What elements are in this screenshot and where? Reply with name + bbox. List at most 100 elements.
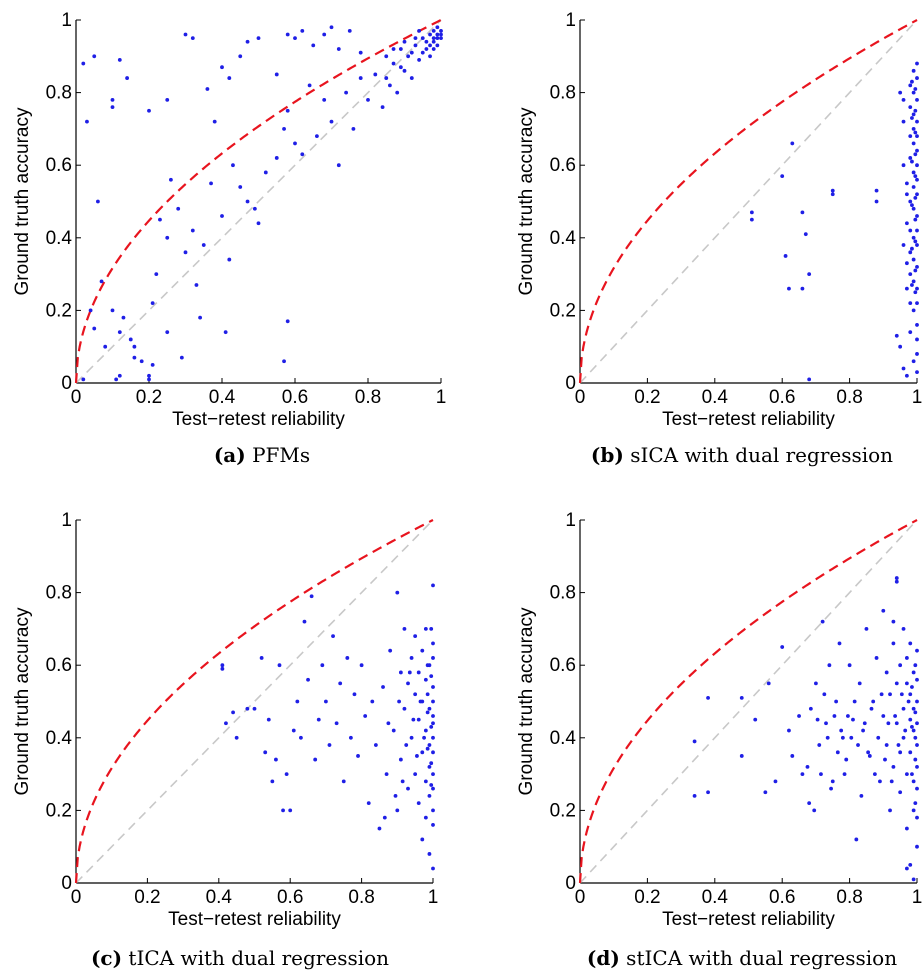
data-point [147, 377, 151, 382]
data-point [842, 772, 847, 776]
data-point [344, 90, 348, 95]
data-point [915, 648, 919, 653]
data-point [348, 735, 353, 740]
data-point [125, 76, 129, 80]
data-point [862, 721, 867, 726]
data-point [915, 61, 919, 66]
data-point [274, 156, 279, 160]
data-point [351, 126, 356, 131]
data-point [352, 692, 357, 697]
data-point [901, 735, 906, 740]
y-tick-label: 0.4 [46, 728, 73, 749]
data-point [915, 163, 919, 168]
data-point [915, 286, 919, 291]
data-point [381, 685, 385, 689]
data-point [169, 177, 173, 182]
data-point [859, 793, 864, 798]
data-point [904, 261, 909, 266]
data-point [805, 764, 810, 769]
data-point [231, 710, 235, 715]
data-point [439, 28, 443, 33]
scatter-series [692, 576, 919, 882]
data-point [822, 692, 827, 697]
data-point [295, 699, 300, 704]
data-point [835, 750, 840, 755]
data-point [393, 793, 398, 798]
data-point [706, 695, 710, 700]
x-axis-label: Test−retest reliability [168, 909, 341, 930]
data-point [395, 808, 400, 813]
data-point [307, 83, 312, 88]
data-point [429, 674, 434, 678]
data-point [780, 645, 785, 649]
data-point [423, 728, 428, 733]
data-point [807, 377, 812, 382]
data-point [88, 308, 93, 313]
panel-caption: (b) sICA with dual regression [591, 443, 893, 467]
data-point [856, 743, 860, 747]
data-point [889, 779, 894, 784]
data-point [252, 206, 257, 211]
data-point [904, 286, 909, 291]
data-point [423, 815, 428, 820]
data-point [911, 170, 916, 175]
data-point [398, 757, 403, 762]
data-point [824, 721, 828, 726]
data-point [439, 32, 443, 37]
data-point [876, 735, 881, 740]
data-point [281, 808, 285, 813]
data-point [212, 119, 217, 124]
x-tick-label: 0.8 [355, 387, 381, 408]
data-point [903, 728, 908, 733]
data-point [391, 728, 396, 733]
data-point [431, 772, 435, 776]
sqrt-bound-curve [578, 519, 918, 884]
data-point [245, 39, 250, 44]
data-point [913, 130, 918, 135]
data-point [417, 58, 421, 62]
data-point [766, 681, 771, 686]
data-point [864, 627, 869, 631]
data-point [783, 254, 788, 258]
data-point [274, 72, 279, 77]
data-point [896, 743, 901, 747]
data-point [110, 97, 115, 102]
data-point [878, 779, 882, 784]
data-point [270, 779, 275, 784]
data-point [830, 188, 835, 193]
data-point [915, 337, 919, 342]
data-point [395, 590, 400, 595]
data-point [884, 670, 889, 675]
x-tick-label: 1 [912, 887, 922, 908]
data-point [867, 754, 872, 758]
data-point [839, 728, 844, 733]
data-point [128, 337, 133, 342]
data-point [99, 279, 104, 284]
data-point [780, 174, 785, 178]
data-point [238, 54, 243, 59]
data-point [309, 594, 314, 599]
data-point [894, 333, 899, 338]
data-point [425, 663, 430, 668]
identity-line [579, 19, 918, 384]
data-point [373, 743, 378, 747]
y-tick-label: 1 [61, 510, 72, 531]
data-point [894, 579, 899, 584]
x-tick-label: 0.8 [836, 887, 862, 908]
data-point [825, 735, 830, 740]
data-point [840, 735, 845, 740]
data-point [913, 217, 918, 222]
data-point [398, 47, 403, 51]
y-tick-label: 0.6 [46, 655, 72, 676]
data-point [114, 377, 119, 382]
data-point [807, 272, 812, 276]
data-point [911, 126, 916, 131]
data-point [910, 772, 914, 776]
data-point [311, 43, 316, 48]
data-point [898, 344, 903, 349]
data-point [92, 326, 97, 331]
data-point [913, 710, 918, 715]
data-point [830, 779, 835, 784]
data-point [915, 264, 919, 269]
x-tick-label: 0.4 [702, 387, 729, 408]
